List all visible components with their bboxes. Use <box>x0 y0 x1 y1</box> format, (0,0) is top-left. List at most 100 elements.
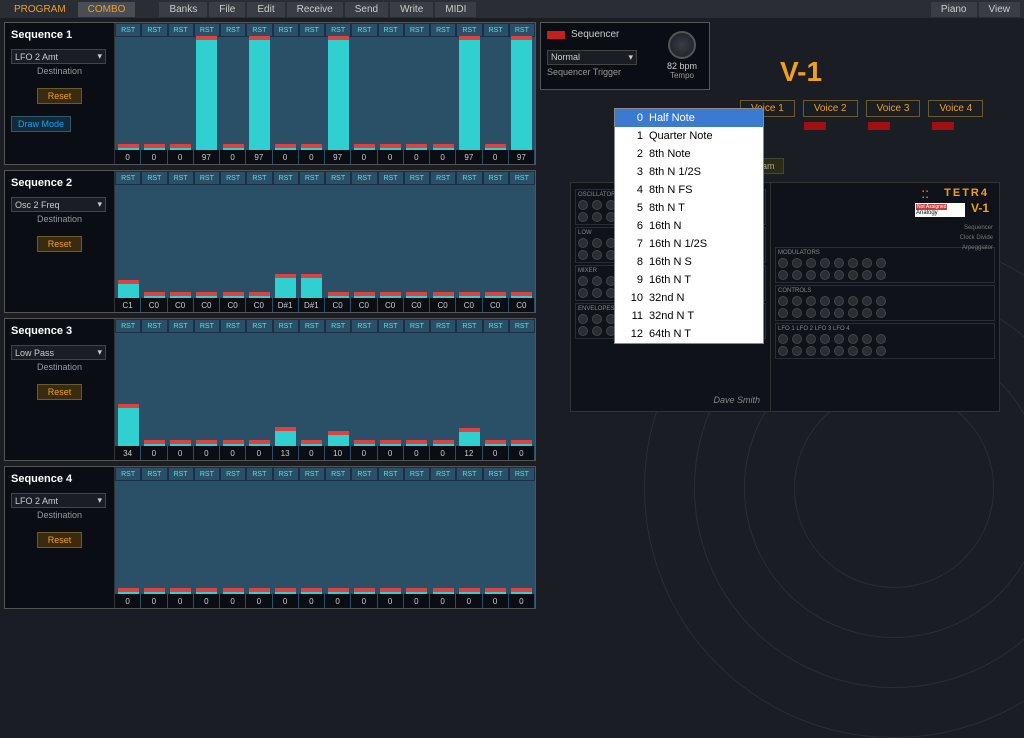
mini-knob[interactable] <box>792 308 802 318</box>
voice-tab-2[interactable]: Voice 2 <box>803 100 858 117</box>
step-slot[interactable] <box>220 333 246 446</box>
rst-button[interactable]: RST <box>378 171 404 185</box>
step-slot[interactable] <box>273 185 299 298</box>
mini-knob[interactable] <box>862 308 872 318</box>
dropdown-item[interactable]: 0Half Note <box>615 109 763 127</box>
sequence-bars[interactable]: RSTRSTRSTRSTRSTRSTRSTRSTRSTRSTRSTRSTRSTR… <box>115 319 535 460</box>
step-slot[interactable] <box>168 333 194 446</box>
dropdown-item[interactable]: 28th Note <box>615 145 763 163</box>
mini-knob[interactable] <box>862 346 872 356</box>
tempo-knob[interactable] <box>668 31 696 59</box>
mini-knob[interactable] <box>820 296 830 306</box>
sequencer-led[interactable] <box>547 31 565 39</box>
mini-knob[interactable] <box>820 308 830 318</box>
mini-knob[interactable] <box>792 296 802 306</box>
step-slot[interactable] <box>246 185 272 298</box>
mini-knob[interactable] <box>592 314 602 324</box>
step-slot[interactable] <box>299 481 325 594</box>
mini-knob[interactable] <box>806 296 816 306</box>
step-slot[interactable] <box>115 333 141 446</box>
mini-knob[interactable] <box>876 334 886 344</box>
destination-select[interactable]: LFO 2 Amt▾ <box>11 493 106 508</box>
rst-button[interactable]: RST <box>115 467 141 481</box>
mini-knob[interactable] <box>592 276 602 286</box>
mini-knob[interactable] <box>778 258 788 268</box>
step-slot[interactable] <box>168 481 194 594</box>
mini-knob[interactable] <box>578 238 588 248</box>
menu-midi[interactable]: MIDI <box>435 2 476 17</box>
reset-button[interactable]: Reset <box>37 384 83 400</box>
mini-knob[interactable] <box>862 270 872 280</box>
voice-tab-3[interactable]: Voice 3 <box>866 100 921 117</box>
rst-button[interactable]: RST <box>325 171 351 185</box>
step-slot[interactable] <box>325 481 351 594</box>
step-slot[interactable] <box>351 333 377 446</box>
menu-file[interactable]: File <box>209 2 245 17</box>
mini-knob[interactable] <box>806 346 816 356</box>
rst-button[interactable]: RST <box>351 467 377 481</box>
mini-knob[interactable] <box>862 334 872 344</box>
rst-button[interactable]: RST <box>299 23 325 37</box>
rst-button[interactable]: RST <box>194 171 220 185</box>
step-slot[interactable] <box>194 481 220 594</box>
clock-divide-dropdown[interactable]: 0Half Note1Quarter Note28th Note38th N 1… <box>614 108 764 344</box>
rst-button[interactable]: RST <box>115 23 141 37</box>
dropdown-item[interactable]: 1264th N T <box>615 325 763 343</box>
rst-button[interactable]: RST <box>246 467 272 481</box>
reset-button[interactable]: Reset <box>37 88 83 104</box>
step-slot[interactable] <box>141 333 167 446</box>
step-slot[interactable] <box>351 481 377 594</box>
menu-combo[interactable]: COMBO <box>78 2 136 17</box>
step-slot[interactable] <box>404 37 430 150</box>
rst-button[interactable]: RST <box>456 467 482 481</box>
mini-knob[interactable] <box>792 334 802 344</box>
mini-knob[interactable] <box>578 276 588 286</box>
voice-tab-4[interactable]: Voice 4 <box>928 100 983 117</box>
mini-knob[interactable] <box>792 346 802 356</box>
mini-knob[interactable] <box>848 258 858 268</box>
rst-button[interactable]: RST <box>220 467 246 481</box>
step-slot[interactable] <box>483 333 509 446</box>
mini-knob[interactable] <box>592 250 602 260</box>
step-slot[interactable] <box>115 185 141 298</box>
sequence-bars[interactable]: RSTRSTRSTRSTRSTRSTRSTRSTRSTRSTRSTRSTRSTR… <box>115 171 535 312</box>
rst-button[interactable]: RST <box>220 319 246 333</box>
step-slot[interactable] <box>456 481 482 594</box>
rst-button[interactable]: RST <box>168 23 194 37</box>
step-slot[interactable] <box>509 37 535 150</box>
step-slot[interactable] <box>378 481 404 594</box>
rst-button[interactable]: RST <box>168 467 194 481</box>
mini-knob[interactable] <box>848 270 858 280</box>
step-slot[interactable] <box>299 185 325 298</box>
mini-knob[interactable] <box>820 334 830 344</box>
mini-knob[interactable] <box>592 288 602 298</box>
rst-button[interactable]: RST <box>168 171 194 185</box>
rst-button[interactable]: RST <box>483 171 509 185</box>
rst-button[interactable]: RST <box>194 319 220 333</box>
reset-button[interactable]: Reset <box>37 236 83 252</box>
dropdown-item[interactable]: 1Quarter Note <box>615 127 763 145</box>
rst-button[interactable]: RST <box>483 23 509 37</box>
mini-knob[interactable] <box>792 258 802 268</box>
rst-button[interactable]: RST <box>325 319 351 333</box>
mini-knob[interactable] <box>806 308 816 318</box>
rst-button[interactable]: RST <box>404 467 430 481</box>
dropdown-item[interactable]: 38th N 1/2S <box>615 163 763 181</box>
mini-knob[interactable] <box>592 238 602 248</box>
step-slot[interactable] <box>456 185 482 298</box>
rst-button[interactable]: RST <box>325 467 351 481</box>
mini-knob[interactable] <box>848 296 858 306</box>
step-slot[interactable] <box>509 185 535 298</box>
rst-button[interactable]: RST <box>456 171 482 185</box>
step-slot[interactable] <box>430 333 456 446</box>
dropdown-item[interactable]: 48th N FS <box>615 181 763 199</box>
rst-button[interactable]: RST <box>194 23 220 37</box>
step-slot[interactable] <box>220 37 246 150</box>
step-slot[interactable] <box>246 37 272 150</box>
rst-button[interactable]: RST <box>246 23 272 37</box>
mini-knob[interactable] <box>834 296 844 306</box>
mini-knob[interactable] <box>820 270 830 280</box>
mini-knob[interactable] <box>778 308 788 318</box>
rst-button[interactable]: RST <box>141 319 167 333</box>
step-slot[interactable] <box>404 185 430 298</box>
